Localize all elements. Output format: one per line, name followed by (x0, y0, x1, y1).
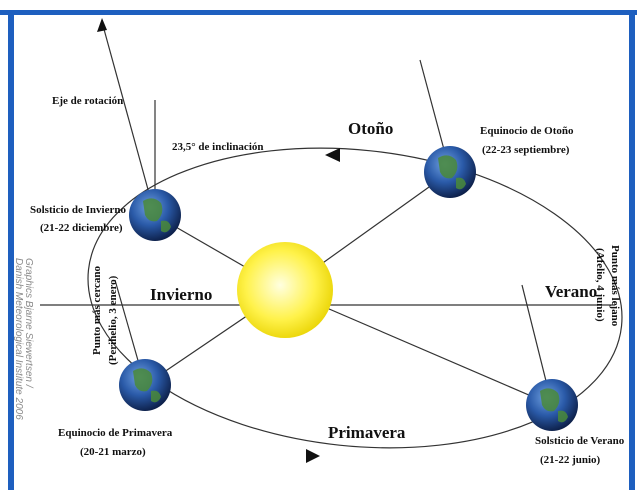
sun (237, 242, 333, 338)
event-name: Solsticio de Verano (535, 435, 625, 447)
label: 23,5° de inclinación (172, 141, 264, 153)
event-name: Equinocio de Primavera (58, 427, 173, 439)
event-date: (22-23 septiembre) (482, 144, 570, 156)
earth (424, 146, 476, 198)
frame-right (629, 10, 635, 490)
perihelion-name: Punto más cercano (91, 265, 103, 355)
event-date: (20-21 marzo) (80, 446, 146, 458)
earth (119, 359, 171, 411)
season: Verano (545, 282, 597, 301)
earth (526, 379, 578, 431)
event-name: Solsticio de Invierno (30, 204, 126, 216)
event-date: (21-22 diciembre) (40, 222, 123, 234)
season: Invierno (150, 285, 212, 304)
aphelion-date: (Afelio, 4 junio) (594, 248, 606, 322)
earth (129, 189, 181, 241)
diagram: Eje de rotación 23,5° de inclinación Oto… (0, 0, 637, 490)
perihelion-date: (Perihelio, 3 enero) (107, 275, 119, 365)
event-name: Equinocio de Otoño (480, 125, 574, 137)
frame-top (0, 10, 637, 15)
season: Otoño (348, 119, 393, 138)
event-date: (21-22 junio) (540, 454, 601, 466)
season: Primavera (328, 423, 406, 442)
label: Eje de rotación (52, 95, 123, 107)
aphelion-name: Punto más lejano (609, 245, 621, 327)
credit: Danish Meteorological Institute 2006 (13, 258, 24, 420)
